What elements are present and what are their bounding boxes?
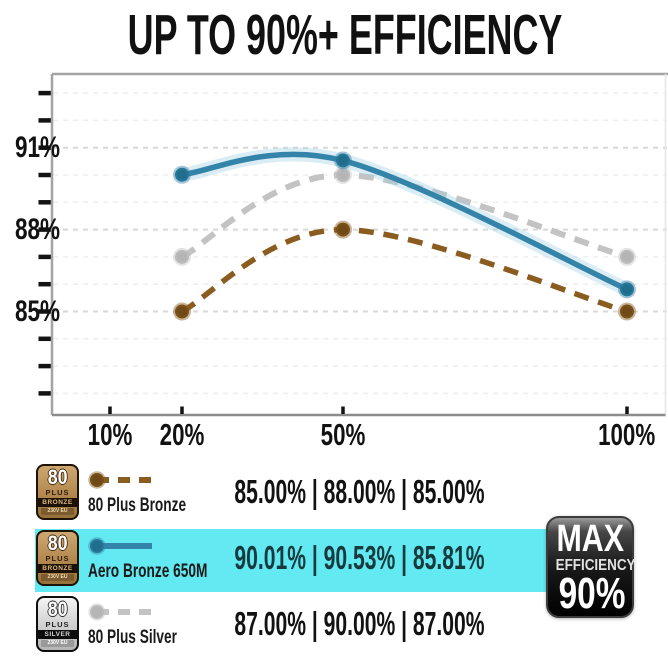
series-sample-line-aero: [88, 537, 152, 555]
series-sample-line-silver: [88, 603, 152, 621]
badge-volt: 230V EU: [40, 640, 75, 647]
series-label: 80 Plus Bronze: [88, 495, 187, 516]
badge-plus: PLUS: [45, 488, 70, 497]
series-values: 87.00% | 90.00% | 87.00%: [234, 605, 485, 642]
series-sample-line-bronze: [88, 471, 152, 489]
series-label: 80 Plus Silver: [88, 627, 177, 648]
max-badge-line2: EFFICIENCY: [555, 557, 636, 574]
max-badge-line1: MAX: [556, 518, 625, 560]
page-title-text: UP TO 90%+ EFFICIENCY: [127, 3, 563, 67]
y-axis-label-85: 85%: [15, 295, 61, 328]
badge-volt: 230V EU: [40, 508, 75, 515]
80plus-bronze-badge: 80 PLUS BRONZE 230V EU: [36, 530, 79, 586]
badge-plus: PLUS: [45, 620, 70, 629]
legend-row-80plus-silver: 80 PLUS SILVER 230V EU 80 Plus Silver 87…: [0, 594, 668, 660]
x-axis-label-50: 50%: [320, 417, 366, 452]
80plus-silver-badge: 80 PLUS SILVER 230V EU: [36, 596, 79, 652]
badge-tier: SILVER: [38, 630, 77, 639]
highlight-band: [35, 529, 546, 592]
max-badge-line3: 90%: [558, 569, 626, 618]
badge-number: 80: [47, 466, 68, 489]
badge-plus: PLUS: [45, 554, 70, 563]
badge-number: 80: [47, 532, 68, 555]
max-efficiency-badge: MAX EFFICIENCY 90%: [546, 516, 636, 618]
series-values: 85.00% | 88.00% | 85.00%: [234, 473, 485, 510]
80plus-bronze-badge: 80 PLUS BRONZE 230V EU: [36, 464, 79, 520]
badge-number: 80: [47, 598, 68, 621]
legend-row-80plus-bronze: 80 PLUS BRONZE 230V EU 80 Plus Bronze 85…: [0, 462, 668, 528]
badge-volt: 230V EU: [40, 574, 75, 581]
badge-tier: BRONZE: [38, 564, 77, 573]
x-axis-label-100: 100%: [598, 417, 656, 452]
page-title: UP TO 90%+ EFFICIENCY: [0, 6, 668, 64]
series-values: 90.01% | 90.53% | 85.81%: [234, 539, 485, 576]
badge-tier: BRONZE: [38, 498, 77, 507]
x-axis-label-10: 10%: [87, 417, 133, 452]
series-label: Aero Bronze 650M: [88, 561, 208, 582]
y-axis-label-88: 88%: [15, 213, 61, 246]
legend-row-aero-bronze-650m: 80 PLUS BRONZE 230V EU Aero Bronze 650M …: [0, 528, 668, 594]
x-axis-label-20: 20%: [159, 417, 205, 452]
y-axis-label-91: 91%: [15, 131, 61, 164]
